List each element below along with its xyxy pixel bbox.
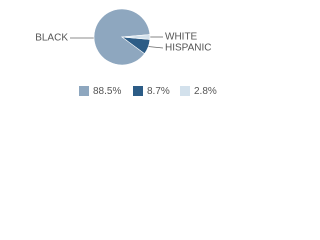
slice-label: HISPANIC	[165, 43, 212, 54]
legend-label: 8.7%	[147, 86, 170, 97]
slice-label: WHITE	[165, 32, 198, 43]
legend-swatch	[180, 86, 190, 96]
legend-swatch	[79, 86, 89, 96]
legend-swatch	[133, 86, 143, 96]
pie-slice	[121, 34, 151, 40]
legend-label: 88.5%	[93, 86, 121, 97]
slice-label: BLACK	[35, 33, 68, 44]
legend-label: 2.8%	[194, 86, 217, 97]
